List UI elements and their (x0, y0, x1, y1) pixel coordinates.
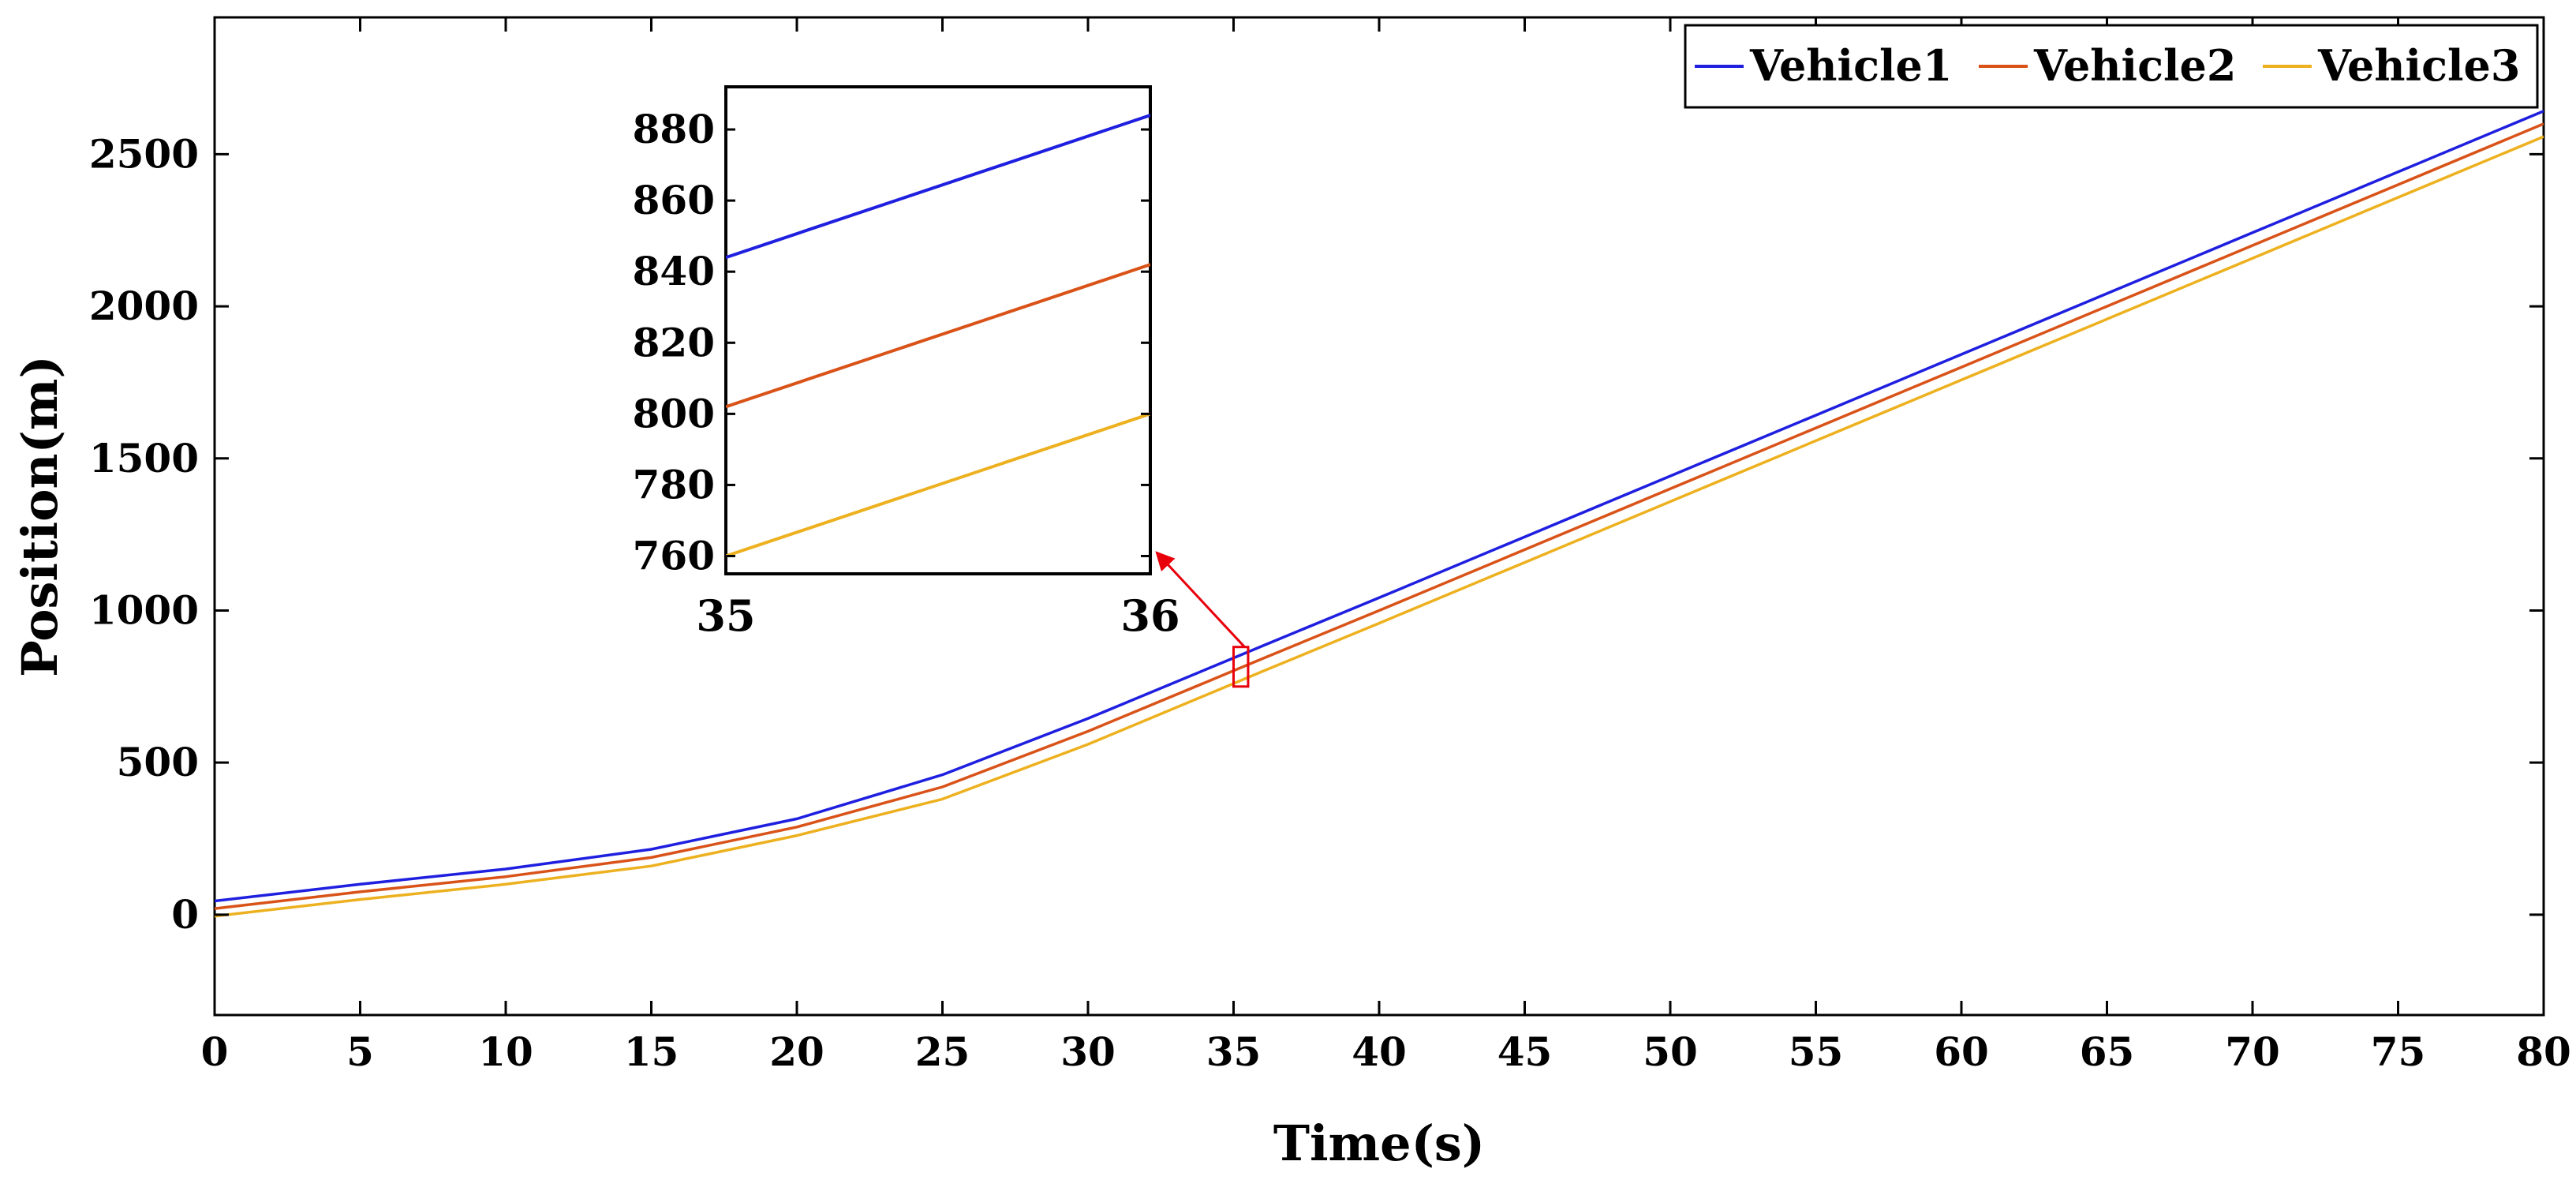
inset-series-group (726, 114, 1150, 558)
main-series-group (215, 110, 2544, 918)
x-tick-label: 55 (1789, 1028, 1844, 1075)
legend: Vehicle1 Vehicle2 Vehicle3 (1684, 24, 2539, 109)
x-axis-label: Time(s) (1273, 1114, 1485, 1172)
x-tick-label: 70 (2225, 1028, 2280, 1075)
y-tick-label: 1000 (89, 586, 199, 633)
x-tick-label: 50 (1643, 1028, 1698, 1075)
zoom-arrow (1155, 551, 1246, 648)
y-tick-label: 500 (117, 739, 199, 785)
x-tick-label: 15 (624, 1028, 679, 1075)
y-tick-label: 1500 (89, 435, 199, 481)
x-tick-label: 5 (346, 1028, 374, 1075)
legend-label-vehicle3: Vehicle3 (2317, 40, 2520, 91)
legend-label-vehicle1: Vehicle1 (1749, 40, 1952, 91)
inset-y-tick-label: 820 (633, 319, 715, 365)
inset-line-vehicle3 (726, 412, 1150, 558)
main-axes-group: 0 5 10 15 20 25 30 35 40 45 50 55 60 65 70 75 8005001000… (89, 17, 2571, 1075)
x-tick-label: 75 (2371, 1028, 2426, 1075)
inset-frame (724, 85, 1152, 575)
inset-y-tick-label: 800 (633, 390, 715, 436)
inset-line-vehicle2 (726, 263, 1150, 409)
series-line-vehicle2 (215, 122, 2544, 910)
x-tick-label: 45 (1497, 1028, 1553, 1075)
x-tick-label: 65 (2080, 1028, 2135, 1075)
x-tick-label: 10 (478, 1028, 533, 1075)
zoom-region-box (1232, 646, 1250, 688)
inset-y-tick-label: 860 (633, 177, 715, 223)
x-tick-label: 60 (1934, 1028, 1989, 1075)
inset-y-tick-label: 780 (633, 461, 715, 508)
y-tick-label: 2000 (89, 283, 199, 329)
series-line-vehicle3 (215, 135, 2544, 918)
inset-y-tick-label: 880 (633, 106, 715, 152)
inset-y-tick-label: 840 (633, 248, 715, 294)
y-axis-label: Position(m) (11, 355, 69, 677)
y-tick-label: 0 (171, 891, 199, 938)
plot-area-frame (213, 16, 2545, 1017)
inset-x-tick-label: 36 (1120, 590, 1180, 641)
y-tick-label: 2500 (89, 130, 199, 177)
inset-x-tick-label: 35 (696, 590, 755, 641)
x-tick-label: 80 (2516, 1028, 2571, 1075)
x-tick-label: 20 (769, 1028, 824, 1075)
inset-line-vehicle1 (726, 114, 1150, 260)
legend-label-vehicle2: Vehicle2 (2033, 40, 2236, 91)
x-tick-label: 40 (1352, 1028, 1407, 1075)
inset-axes-group: 760 780 800 820 840 860 880 35 36 (633, 106, 1180, 641)
x-tick-label: 25 (915, 1028, 970, 1075)
x-tick-label: 35 (1206, 1028, 1262, 1075)
x-tick-label: 0 (201, 1028, 229, 1075)
inset-y-tick-label: 760 (633, 532, 715, 579)
legend-box (1684, 24, 2539, 109)
series-line-vehicle1 (215, 110, 2544, 903)
x-tick-label: 30 (1060, 1028, 1116, 1075)
